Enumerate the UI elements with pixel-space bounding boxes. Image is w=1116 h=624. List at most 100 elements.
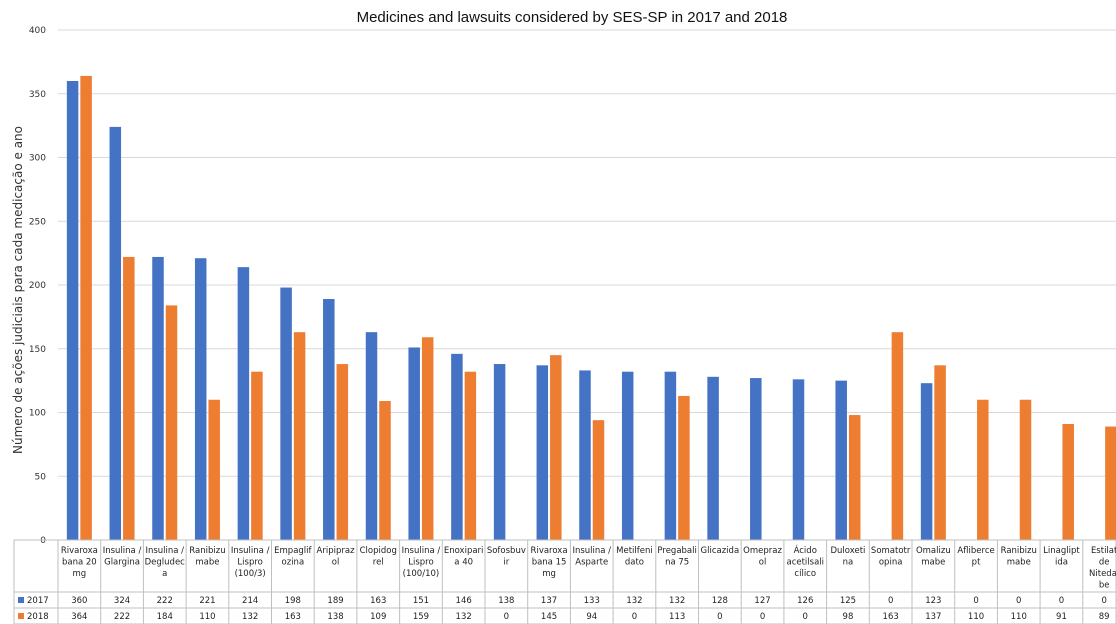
category-label: Insulina / Lispro (100/3) xyxy=(231,546,270,579)
table-value-2017: 151 xyxy=(413,596,429,606)
legend-swatch-2017 xyxy=(18,597,24,603)
y-tick-label: 400 xyxy=(29,26,46,36)
category-label: Insulina / Asparte xyxy=(572,546,611,568)
bar-2018-19 xyxy=(891,332,904,540)
bar-2017-2 xyxy=(152,256,164,540)
table-border xyxy=(13,539,1116,624)
table-value-2018: 0 xyxy=(504,612,509,622)
table-value-2018: 0 xyxy=(803,612,808,622)
bar-2018-7 xyxy=(379,401,391,540)
chart-title: Medicines and lawsuits considered by SES… xyxy=(357,9,788,26)
category-label: Sofosbuv ir xyxy=(487,546,526,568)
category-label: Empaglif ozina xyxy=(274,546,312,568)
table-value-2017: 163 xyxy=(370,596,386,606)
bar-2018-24 xyxy=(1105,426,1116,540)
table-value-2018: 110 xyxy=(1011,612,1027,622)
bar-2017-13 xyxy=(621,371,634,540)
table-value-2018: 184 xyxy=(157,612,173,622)
bar-2017-5 xyxy=(280,287,292,540)
bar-2018-23 xyxy=(1062,423,1074,540)
bar-2018-18 xyxy=(848,415,861,540)
table-value-2017: 137 xyxy=(541,596,557,606)
bar-2018-22 xyxy=(1019,399,1032,540)
table-value-2017: 360 xyxy=(71,596,87,606)
bar-2017-18 xyxy=(835,380,847,540)
table-value-2018: 132 xyxy=(456,612,472,622)
bar-2017-6 xyxy=(323,299,335,540)
bar-2018-8 xyxy=(421,337,434,540)
table-value-2017: 146 xyxy=(456,596,472,606)
bar-2018-11 xyxy=(550,355,562,540)
table-value-2017: 0 xyxy=(1101,596,1106,606)
table-value-2018: 0 xyxy=(717,612,722,622)
table-value-2018: 138 xyxy=(327,612,343,622)
category-label: Somatotr opina xyxy=(871,546,911,568)
legend-label-2018: 2018 xyxy=(27,612,49,622)
category-label: Clopidog rel xyxy=(360,546,397,568)
category-label: Enoxipari a 40 xyxy=(444,546,484,568)
bar-2017-9 xyxy=(451,353,463,540)
table-value-2017: 222 xyxy=(157,596,173,606)
table-value-2017: 214 xyxy=(242,596,258,606)
category-label: Pregabali na 75 xyxy=(657,546,696,568)
table-value-2018: 222 xyxy=(114,612,130,622)
category-label: Rivaroxa bana 20 mg xyxy=(61,546,98,579)
y-axis-ticks: 0 50 100 150 200 250 300 350 400 xyxy=(29,26,46,546)
table-value-2017: 128 xyxy=(712,596,728,606)
bar-2018-5 xyxy=(293,332,306,540)
table-value-2018: 159 xyxy=(413,612,429,622)
bar-2017-15 xyxy=(707,376,719,540)
bar-2017-16 xyxy=(750,378,762,540)
category-label: Aflibercе pt xyxy=(957,546,994,568)
category-label: Glicazida xyxy=(701,546,740,556)
table-value-2018: 137 xyxy=(925,612,941,622)
bar-2018-0 xyxy=(80,75,92,541)
category-label: Ranibizu mabe xyxy=(1001,546,1037,568)
category-label: Ranibizu mabe xyxy=(189,546,225,568)
bar-2017-11 xyxy=(536,365,549,540)
table-value-2017: 125 xyxy=(840,596,856,606)
category-label: Metilfeni dato xyxy=(616,546,653,568)
table-value-2018: 364 xyxy=(71,612,87,622)
table-value-2017: 132 xyxy=(626,596,642,606)
bar-2017-4 xyxy=(237,267,250,540)
legend-swatch-2018 xyxy=(18,613,24,619)
bar-2018-6 xyxy=(336,364,349,540)
y-tick-label: 200 xyxy=(29,281,46,291)
table-value-2017: 132 xyxy=(669,596,685,606)
table-value-2018: 91 xyxy=(1056,612,1067,622)
table-value-2017: 221 xyxy=(199,596,215,606)
table-value-2018: 0 xyxy=(760,612,765,622)
table-value-2017: 0 xyxy=(973,596,978,606)
bar-2017-3 xyxy=(194,258,207,540)
y-tick-label: 250 xyxy=(29,217,46,227)
table-value-2018: 109 xyxy=(370,612,386,622)
category-label: Duloxeti na xyxy=(830,546,865,568)
bar-2018-21 xyxy=(977,399,989,540)
table-value-2017: 123 xyxy=(925,596,941,606)
y-tick-label: 100 xyxy=(29,409,46,419)
y-tick-label: 150 xyxy=(29,345,46,355)
table-value-2017: 138 xyxy=(498,596,514,606)
bars xyxy=(66,75,1116,541)
bar-2018-14 xyxy=(678,395,690,540)
bar-2018-9 xyxy=(464,371,477,540)
bar-2018-3 xyxy=(208,399,220,540)
table-value-2018: 132 xyxy=(242,612,258,622)
table-value-2018: 89 xyxy=(1099,612,1110,622)
bar-2017-1 xyxy=(109,126,122,541)
y-tick-label: 50 xyxy=(35,472,47,482)
category-label: Omepraz ol xyxy=(743,546,782,568)
y-tick-label: 350 xyxy=(29,90,46,100)
category-label: Ácido acetilsali cílico xyxy=(786,544,824,579)
table-value-2017: 0 xyxy=(1016,596,1021,606)
table-value-2017: 198 xyxy=(285,596,301,606)
bar-2017-0 xyxy=(66,81,79,540)
table-value-2018: 113 xyxy=(669,612,685,622)
bar-2018-20 xyxy=(934,365,946,540)
table-value-2018: 145 xyxy=(541,612,557,622)
table-value-2017: 127 xyxy=(754,596,770,606)
category-label: EstilatdeNitedaibe xyxy=(1089,546,1116,591)
